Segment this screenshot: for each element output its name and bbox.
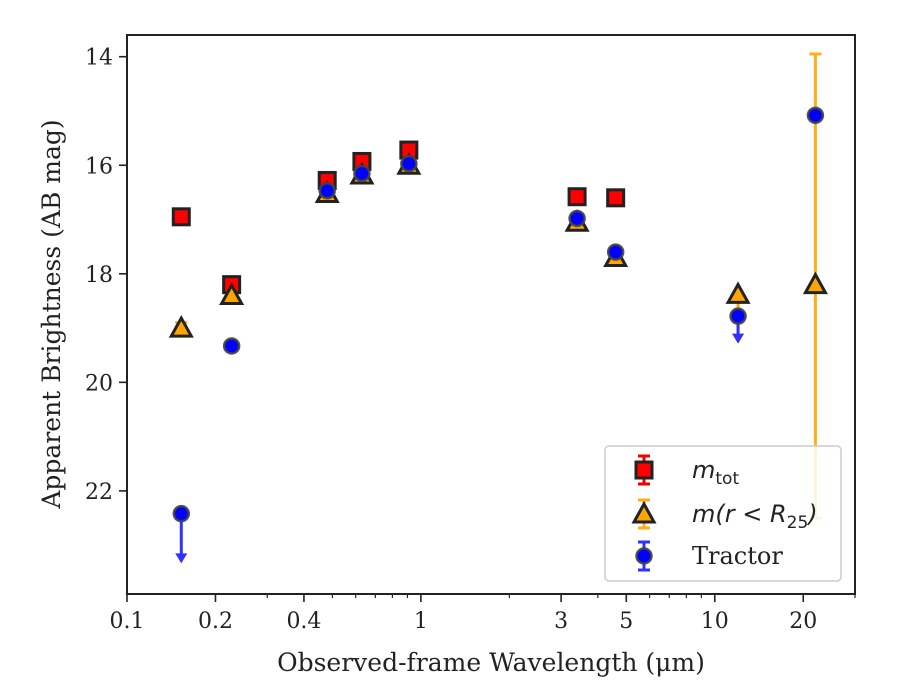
legend-marker-square xyxy=(634,460,654,480)
data-point-triangle xyxy=(168,314,194,338)
x-tick-label: 3 xyxy=(554,609,568,634)
y-tick-label: 18 xyxy=(85,263,113,288)
data-point-square xyxy=(171,207,191,227)
x-tick-label: 0.2 xyxy=(198,609,233,634)
y-tick-label: 16 xyxy=(85,154,113,179)
legend-marker-triangle xyxy=(631,500,657,524)
plot-frame xyxy=(126,34,856,595)
series-circle-markers xyxy=(172,106,825,523)
data-point-circle xyxy=(172,504,191,523)
axes: 0.1 0.2 0.4 1 3 5 10 20 14 16 18 20 22 xyxy=(85,46,856,634)
legend-box xyxy=(604,445,842,582)
data-point-circle xyxy=(806,106,825,125)
data-point-circle xyxy=(353,164,371,183)
x-axis-label: Observed-frame Wavelength (μm) xyxy=(277,648,705,677)
y-tick-label: 20 xyxy=(85,371,113,396)
legend-marker-circle xyxy=(635,547,653,565)
data-point-square xyxy=(606,188,626,208)
legend-label: m(r < R25) xyxy=(692,500,818,533)
data-point-triangle xyxy=(802,271,828,295)
legend-label: mtot xyxy=(692,456,739,489)
series-square-markers xyxy=(171,140,626,295)
data-point-circle xyxy=(318,182,336,200)
data-point-triangle xyxy=(219,282,245,306)
legend: mtot m(r < R25) Tractor xyxy=(604,445,842,582)
data-point-circle xyxy=(606,243,625,261)
y-tick-label: 22 xyxy=(85,480,113,505)
x-tick-label: 20 xyxy=(789,609,817,634)
data-point-circle xyxy=(729,307,747,325)
upper-limit-arrowhead xyxy=(175,553,188,564)
data-marks xyxy=(168,52,828,564)
y-axis-label: Apparent Brightness (AB mag) xyxy=(37,119,66,509)
legend-label: Tractor xyxy=(692,542,783,570)
data-point-triangle xyxy=(725,281,751,304)
x-tick-label: 5 xyxy=(619,609,633,634)
x-tick-label: 10 xyxy=(701,609,729,634)
data-point-circle xyxy=(568,209,586,228)
data-point-square xyxy=(567,187,587,207)
data-point-circle xyxy=(400,154,418,173)
x-tick-label: 1 xyxy=(414,609,428,634)
upper-limit-arrowhead xyxy=(732,333,745,344)
x-tick-label: 0.4 xyxy=(286,609,321,634)
y-tick-label: 14 xyxy=(85,46,113,71)
x-tick-label: 0.1 xyxy=(110,609,145,634)
data-point-circle xyxy=(222,337,241,355)
